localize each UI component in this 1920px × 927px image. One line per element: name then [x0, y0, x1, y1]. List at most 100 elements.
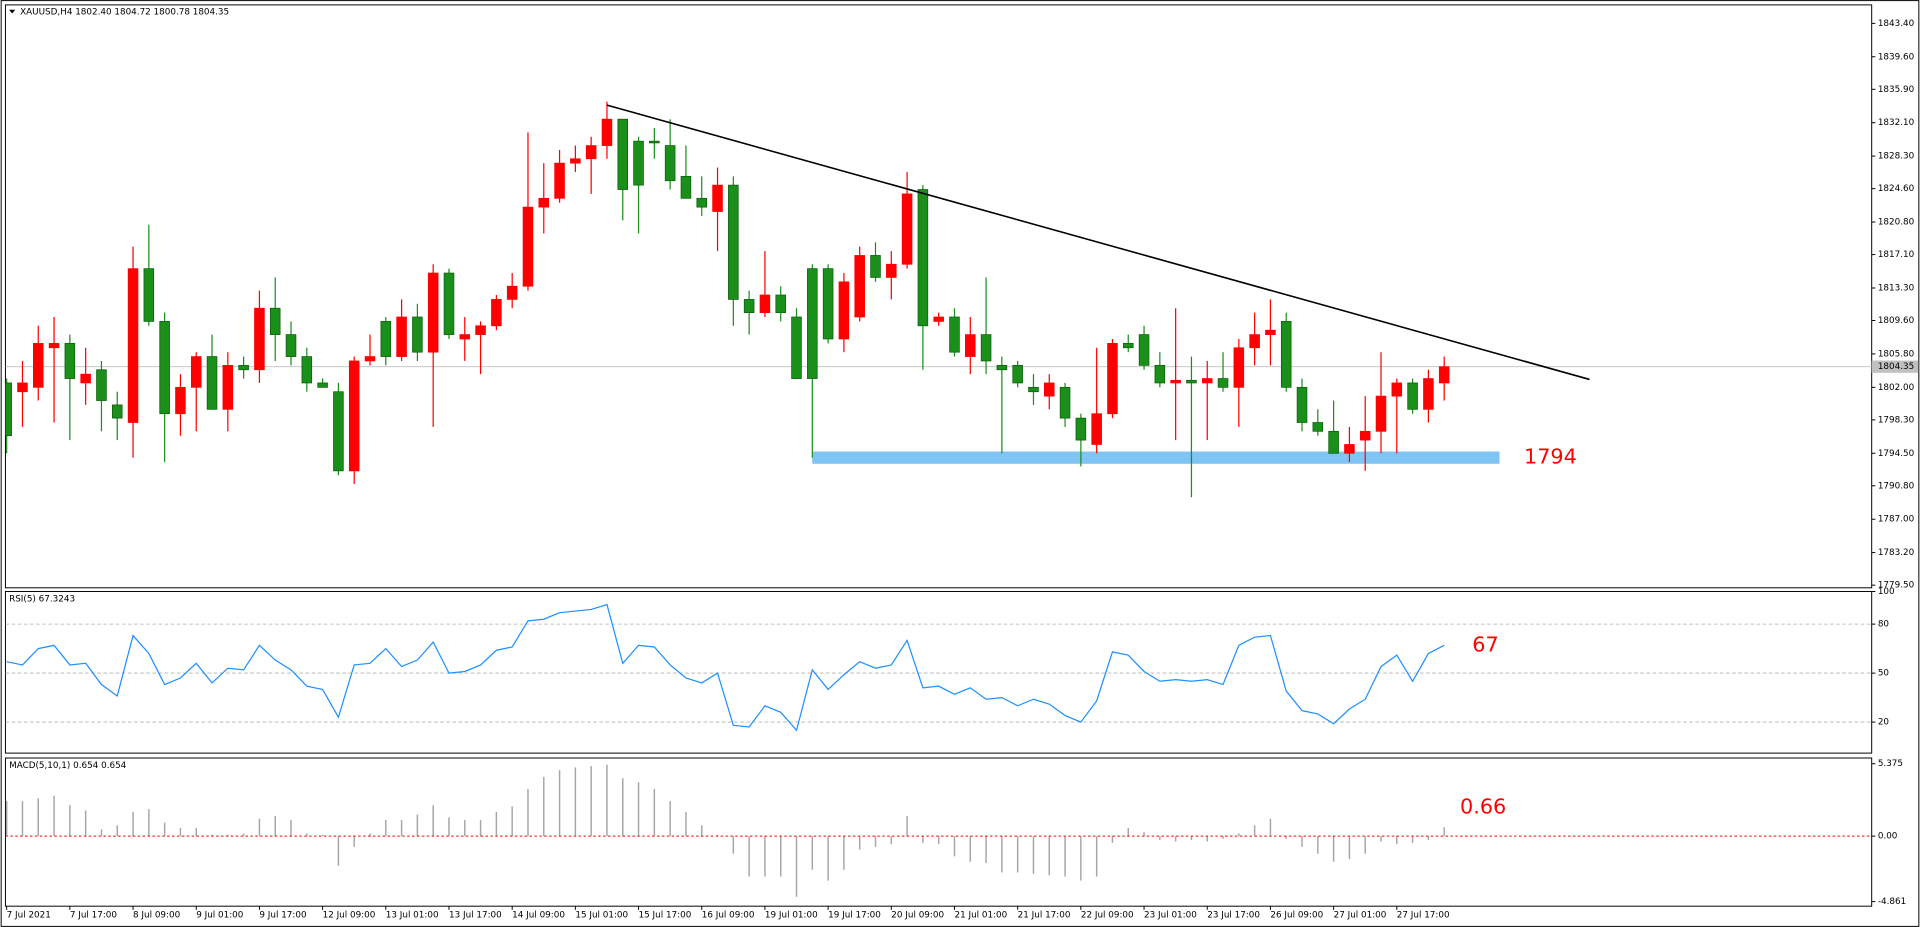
y-tick-label: 1843.40: [1878, 19, 1915, 29]
macd-annotation: 0.66: [1460, 795, 1506, 819]
x-tick-label: 14 Jul 09:00: [512, 910, 565, 920]
candle-body: [506, 285, 518, 300]
y-tick-label: 1783.20: [1878, 548, 1915, 558]
x-tick-label: 20 Jul 09:00: [891, 910, 944, 920]
panel-title: RSI(5) 67.3243: [9, 594, 75, 604]
candle-body: [917, 189, 929, 327]
candle-body: [1249, 334, 1260, 349]
candle-body: [1265, 329, 1276, 335]
candle-body: [838, 281, 850, 340]
y-tick-label: 1824.60: [1878, 184, 1915, 194]
y-tick-label: 1798.30: [1878, 415, 1915, 425]
y-tick-label: 20: [1878, 718, 1890, 728]
candle-body: [143, 268, 155, 322]
x-tick-label: 16 Jul 09:00: [702, 910, 755, 920]
candle-body: [1296, 386, 1308, 423]
candle-body: [96, 369, 107, 401]
candle-body: [1012, 364, 1023, 384]
candle-body: [380, 321, 392, 357]
candle-body: [901, 193, 913, 265]
candle-body: [348, 360, 360, 472]
candle-body: [1059, 386, 1071, 419]
y-tick-label: 1787.00: [1878, 515, 1915, 525]
candle-body: [680, 175, 692, 199]
x-tick-label: 23 Jul 17:00: [1207, 910, 1260, 920]
candle-body: [965, 334, 976, 357]
candle-body: [728, 184, 739, 300]
candle-body: [1391, 382, 1403, 397]
candle-body: [111, 404, 123, 419]
candle-body: [585, 145, 597, 160]
panel-frame: [4, 4, 1873, 589]
price-tag: [1871, 360, 1919, 373]
candle-body: [759, 294, 771, 313]
y-tick-label: 1779.50: [1878, 581, 1915, 591]
candle-body: [712, 184, 723, 212]
candle-body: [317, 382, 328, 388]
candle-body: [32, 343, 44, 388]
candle-body: [1407, 382, 1418, 410]
y-tick-label: 1817.10: [1878, 250, 1915, 260]
rsi: [5, 603, 1872, 732]
candle-body: [538, 197, 550, 208]
x-tick-label: 21 Jul 17:00: [1018, 910, 1071, 920]
candle-body: [1138, 334, 1150, 366]
candle-body: [996, 364, 1008, 371]
y-tick-label: 1820.80: [1878, 218, 1915, 228]
chart-title: XAUUSD,H4 1802.40 1804.72 1800.78 1804.3…: [20, 8, 229, 18]
trendline: [606, 104, 1590, 381]
x-tick-label: 23 Jul 01:00: [1144, 910, 1197, 920]
y-tick-label: 1813.30: [1878, 283, 1915, 293]
candle-body: [285, 334, 297, 357]
candle-body: [886, 263, 897, 278]
candle-body: [1217, 378, 1229, 388]
candle-body: [333, 391, 344, 472]
candle-body: [1170, 379, 1181, 384]
candle-body: [443, 272, 455, 335]
x-tick-label: 12 Jul 09:00: [323, 910, 376, 920]
y-tick-label: 1832.10: [1878, 118, 1915, 128]
candle-body: [775, 294, 786, 313]
candle-body: [412, 316, 423, 353]
candle-body: [238, 364, 249, 371]
candle-body: [1233, 347, 1245, 388]
candle-body: [48, 343, 60, 349]
y-tick-label: -4.861: [1878, 897, 1906, 907]
candle-body: [1359, 430, 1371, 441]
candle-body: [1075, 417, 1087, 441]
candle-body: [664, 145, 676, 182]
candle-body: [696, 197, 708, 208]
candle-body: [1328, 430, 1339, 454]
x-tick-label: 15 Jul 01:00: [575, 910, 628, 920]
candle-body: [1028, 386, 1039, 393]
candle-body: [617, 118, 629, 190]
candle-body: [491, 299, 502, 327]
candle-body: [175, 386, 186, 415]
y-tick-label: 1790.80: [1878, 481, 1915, 491]
y-tick-label: 5.375: [1878, 759, 1903, 769]
y-tick-label: 80: [1878, 620, 1890, 630]
candle-body: [269, 307, 281, 335]
candle-body: [64, 343, 76, 379]
x-tick-label: 7 Jul 2021: [7, 910, 51, 920]
x-tick-label: 19 Jul 17:00: [828, 910, 881, 920]
candle-body: [1122, 343, 1134, 349]
candle-body: [364, 356, 376, 362]
support-label: 1794: [1524, 445, 1577, 469]
y-tick-label: 50: [1878, 669, 1890, 679]
candles: [5, 101, 1872, 498]
candle-body: [5, 382, 12, 437]
candle-body: [870, 255, 881, 278]
candle-body: [522, 206, 534, 287]
candle-body: [222, 364, 234, 410]
candle-body: [1201, 378, 1213, 384]
candle-body: [1154, 364, 1166, 384]
candle-body: [791, 316, 802, 379]
y-tick-label: 100: [1878, 587, 1895, 597]
x-tick-label: 13 Jul 17:00: [449, 910, 502, 920]
candle-body: [1280, 321, 1292, 388]
x-tick-label: 7 Jul 17:00: [70, 910, 118, 920]
x-tick-label: 27 Jul 17:00: [1397, 910, 1450, 920]
y-tick-label: 1809.60: [1878, 316, 1915, 326]
